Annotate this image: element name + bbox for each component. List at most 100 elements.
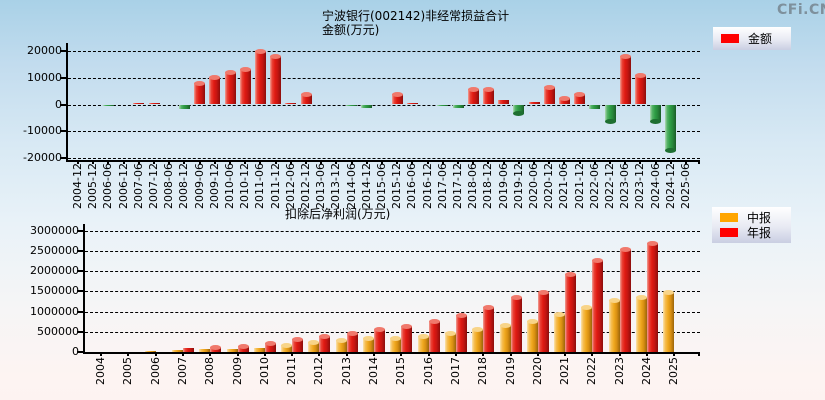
x-axis-label: 2006 (148, 357, 162, 385)
bar-2016-06 (406, 102, 418, 105)
bar-2006-06 (102, 104, 114, 106)
y-axis-label: 10000 (27, 70, 62, 84)
x-axis-label: 2010-12 (238, 163, 252, 209)
chart1-subtitle: 金额(万元) (322, 23, 380, 37)
x-axis-line (83, 352, 700, 354)
bar-interim-2006 (144, 350, 156, 352)
x-axis-end-tick (698, 352, 700, 356)
y-axis-tick (60, 157, 66, 160)
bar-cap (374, 327, 385, 333)
x-axis-label: 2020 (530, 357, 544, 385)
bar-cap (401, 323, 413, 329)
x-axis-tick (213, 160, 216, 164)
bar-cap (619, 53, 631, 59)
bar-cap (482, 87, 494, 93)
bar-cap (663, 290, 675, 296)
x-axis-tick (457, 160, 459, 164)
x-axis-tick (548, 160, 551, 164)
bar-2018-06 (467, 87, 479, 105)
bar-cap (513, 110, 525, 116)
bar-cap (319, 333, 331, 339)
x-axis-label: 2005-12 (86, 163, 100, 209)
y-axis-label: -10000 (23, 124, 62, 138)
y-axis-label: 0 (55, 97, 62, 111)
x-axis-label: 2011-06 (253, 163, 267, 209)
y-axis-label: 2000000 (30, 264, 79, 278)
x-axis-tick (259, 160, 262, 164)
x-axis-label: 2008 (203, 357, 217, 385)
bar-annual-2010 (264, 340, 276, 352)
bar-cap (292, 336, 304, 342)
y-axis-label: 1000000 (30, 304, 79, 318)
y-axis-tick (77, 310, 83, 313)
bar-cap (592, 257, 604, 263)
y-axis-tick (60, 76, 66, 79)
x-axis-tick (654, 160, 657, 164)
x-axis-tick (291, 352, 294, 356)
bar-2012-06 (285, 103, 297, 105)
x-axis-tick (122, 160, 125, 164)
bar-cap (619, 247, 631, 253)
x-axis-tick (578, 160, 581, 164)
x-axis-label: 2018 (476, 357, 490, 385)
x-axis-tick (441, 160, 444, 164)
x-axis-label: 2018-06 (466, 163, 480, 209)
bar-annual-2008 (210, 344, 222, 352)
x-axis-label: 2017-06 (435, 163, 449, 209)
x-axis-label: 2007-06 (131, 163, 145, 209)
x-axis-label: 2013-12 (329, 163, 343, 209)
bar-annual-2013 (346, 330, 358, 352)
bar-2007-12 (148, 103, 160, 105)
x-axis-label: 2025 (667, 357, 681, 385)
x-axis-tick (536, 352, 539, 356)
bar-2010-12 (239, 66, 251, 105)
x-axis-label: 2009-06 (192, 163, 206, 209)
bar-annual-2020 (537, 289, 549, 352)
x-axis-label: 2007-12 (147, 163, 160, 209)
bar-interim-2011 (281, 343, 293, 352)
bar-annual-2009 (237, 344, 249, 352)
x-axis-tick (685, 160, 687, 164)
bar-2019-06 (498, 100, 510, 105)
y-axis-tick (77, 250, 83, 252)
x-axis-tick (426, 160, 429, 164)
bar-2022-12 (604, 104, 616, 124)
gridline (85, 331, 700, 333)
bar-2021-12 (574, 91, 586, 105)
x-axis-tick (263, 352, 266, 356)
x-axis-label: 2004-12 (71, 163, 84, 209)
bar-2009-12 (209, 75, 221, 105)
bar-cap (665, 147, 677, 153)
x-axis-tick (320, 160, 323, 164)
x-axis-tick (127, 352, 130, 356)
x-axis-tick (609, 160, 611, 164)
bar-interim-2017 (444, 331, 456, 352)
cfi-logo: CFi.CN (777, 2, 825, 18)
chart1-legend: 金额 (713, 27, 791, 50)
x-axis-tick (591, 352, 594, 356)
chart1-title-block: 宁波银行(002142)非经常损益合计 金额(万元) (322, 9, 509, 37)
bar-2023-12 (634, 73, 646, 105)
x-axis-tick (153, 160, 155, 164)
bar-cap (565, 271, 577, 277)
x-axis-label: 2023-06 (618, 163, 632, 209)
y-axis-tick (60, 130, 66, 133)
x-axis-label: 2018-12 (481, 163, 495, 209)
bar-cap (308, 340, 320, 346)
bar-cap (264, 340, 276, 346)
bar-annual-2012 (319, 333, 331, 352)
x-axis-tick (289, 160, 292, 164)
bar-interim-2010 (253, 347, 265, 352)
chart2-plot-area: 3000000 2500000 2000000 1500000 1000000 50000… (30, 224, 700, 385)
chart1-plot-area: 20000 10000 0 -10000 -20000 2004-12 2005-12 200… (23, 43, 700, 209)
y-axis-label: 20000 (27, 43, 62, 57)
x-axis-label: 2017-12 (451, 163, 464, 209)
x-axis-label: 2015 (394, 357, 408, 385)
bar-cap (335, 338, 347, 344)
bar-interim-2019 (499, 322, 511, 352)
bar-2024-12 (665, 104, 677, 153)
x-axis-tick (274, 160, 277, 164)
bar-cap (608, 298, 620, 303)
x-axis-tick (673, 352, 676, 356)
x-axis-label: 2005 (121, 357, 135, 385)
